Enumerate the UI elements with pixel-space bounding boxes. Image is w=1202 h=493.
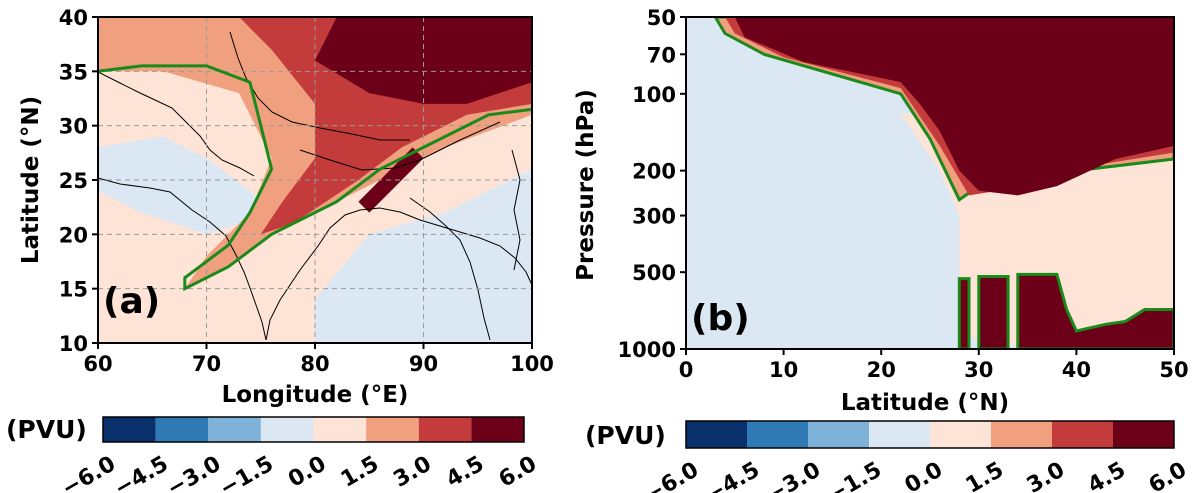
panel-a-x-ticks: 60 70 80 90 100 bbox=[83, 343, 554, 376]
colorbar-tick-label: 6.0 bbox=[495, 452, 541, 493]
contour-column-0 bbox=[957, 277, 971, 349]
y-tick-label: 500 bbox=[632, 261, 676, 285]
y-tick-label: 200 bbox=[632, 160, 676, 184]
y-tick-label: 30 bbox=[59, 115, 88, 139]
panel-a-y-label: Latitude (°N) bbox=[18, 96, 44, 264]
y-tick-label: 70 bbox=[647, 43, 676, 67]
x-tick-label: 40 bbox=[1062, 358, 1091, 382]
panel-a-x-label: Longitude (°E) bbox=[222, 382, 409, 408]
colorbar-swatch bbox=[313, 417, 367, 442]
colorbar-swatch bbox=[418, 417, 472, 442]
contour-column-1 bbox=[977, 275, 1010, 349]
colorbar-swatch bbox=[155, 417, 209, 442]
panel-b-y-ticks: 50 70 100 200 300 500 1000 bbox=[618, 6, 686, 362]
x-tick-label: 90 bbox=[409, 352, 438, 376]
pv-region-6 bbox=[978, 276, 1009, 349]
colorbar-tick-label: −1.5 bbox=[824, 458, 886, 493]
colorbar-tick-label: −4.5 bbox=[702, 458, 764, 493]
colorbar-tick-label: −4.5 bbox=[110, 452, 172, 493]
panel-b-x-label: Latitude (°N) bbox=[841, 390, 1009, 416]
x-tick-label: 30 bbox=[964, 358, 993, 382]
colorbar-tick-label: −1.5 bbox=[216, 452, 278, 493]
colorbar-tick-label: 3.0 bbox=[1023, 458, 1069, 493]
pv-region-5 bbox=[959, 278, 969, 349]
colorbar-frame bbox=[685, 420, 1175, 449]
panel-b-label: (b) bbox=[691, 298, 750, 339]
colorbar-tick-label: 0.0 bbox=[284, 452, 330, 493]
colorbar-tick-label: 3.0 bbox=[389, 452, 435, 493]
y-tick-label: 10 bbox=[59, 332, 88, 356]
y-tick-label: 35 bbox=[59, 60, 88, 84]
colorbar-swatch bbox=[747, 421, 808, 448]
x-tick-label: 10 bbox=[769, 358, 798, 382]
colorbar-b-unit: (PVU) bbox=[585, 421, 666, 450]
colorbar-tick-label: 0.0 bbox=[901, 458, 947, 493]
panel-b-frame bbox=[685, 16, 1175, 350]
x-tick-label: 100 bbox=[510, 352, 554, 376]
colorbar-frame bbox=[102, 416, 525, 443]
y-tick-label: 300 bbox=[632, 205, 676, 229]
x-tick-label: 70 bbox=[192, 352, 221, 376]
colorbar-swatch bbox=[808, 421, 869, 448]
pv-region-4 bbox=[315, 17, 532, 104]
pv-region-0 bbox=[98, 136, 272, 235]
panel-b-x-ticks: 0 10 20 30 40 50 bbox=[679, 349, 1189, 382]
pv-region-1 bbox=[315, 169, 532, 343]
x-tick-label: 0 bbox=[679, 358, 694, 382]
colorbar-swatch bbox=[103, 417, 156, 442]
x-tick-label: 80 bbox=[300, 352, 329, 376]
y-tick-label: 15 bbox=[59, 278, 88, 302]
colorbar-b: (PVU) −6.0−4.5−3.0−1.5 0.0 1.5 3.0 4.5 6.0 bbox=[585, 420, 1191, 493]
pv-region-7 bbox=[1017, 274, 1174, 349]
panel-b: 0 10 20 30 40 50 50 70 100 200 300 500 1000 Latitud… bbox=[573, 6, 1189, 416]
colorbar-tick-label: −6.0 bbox=[641, 458, 703, 493]
colorbar-swatch bbox=[471, 417, 524, 442]
colorbar-swatch bbox=[260, 417, 314, 442]
colorbar-tick-label: 1.5 bbox=[337, 452, 383, 493]
y-tick-label: 20 bbox=[59, 223, 88, 247]
y-tick-label: 100 bbox=[632, 83, 676, 107]
contour-1.5-pvu bbox=[98, 64, 532, 292]
colorbar-tick-label: −6.0 bbox=[58, 452, 120, 493]
pv-region-0 bbox=[686, 17, 979, 349]
x-tick-label: 60 bbox=[83, 352, 112, 376]
colorbar-tick-label: −3.0 bbox=[163, 452, 225, 493]
colorbar-swatch bbox=[366, 417, 419, 442]
y-tick-label: 50 bbox=[647, 6, 676, 30]
colorbar-swatch bbox=[991, 421, 1052, 448]
colorbar-swatch bbox=[869, 421, 930, 448]
colorbar-tick-label: −3.0 bbox=[763, 458, 825, 493]
panel-a: 60 70 80 90 100 10 15 20 25 30 35 40 Longitude (°E… bbox=[18, 6, 554, 408]
x-tick-label: 50 bbox=[1159, 358, 1188, 382]
coastlines bbox=[98, 31, 532, 341]
colorbar-tick-label: 6.0 bbox=[1145, 458, 1191, 493]
panel-a-label: (a) bbox=[103, 281, 160, 322]
colorbar-swatch bbox=[1113, 421, 1174, 448]
colorbar-tick-label: 4.5 bbox=[1084, 458, 1130, 493]
colorbar-swatch bbox=[1052, 421, 1113, 448]
y-tick-label: 40 bbox=[59, 6, 88, 30]
panel-b-fields bbox=[686, 17, 1174, 349]
colorbar-swatch bbox=[930, 421, 991, 448]
colorbar-tick-label: 1.5 bbox=[962, 458, 1008, 493]
y-tick-label: 1000 bbox=[618, 338, 676, 362]
colorbar-tick-label: 4.5 bbox=[442, 452, 488, 493]
panel-b-y-label: Pressure (hPa) bbox=[573, 89, 599, 281]
contour-column-2 bbox=[1016, 272, 1174, 349]
colorbar-a-unit: (PVU) bbox=[6, 415, 87, 444]
x-tick-label: 20 bbox=[867, 358, 896, 382]
colorbar-swatch bbox=[686, 421, 747, 448]
panel-a-y-ticks: 10 15 20 25 30 35 40 bbox=[59, 6, 98, 356]
colorbar-a: (PVU) −6.0−4.5−3.0−1.5 0.0 1.5 3.0 4.5 6.0 bbox=[6, 415, 541, 493]
y-tick-label: 25 bbox=[59, 169, 88, 193]
pv-region-4 bbox=[734, 17, 1174, 196]
colorbar-swatch bbox=[208, 417, 261, 442]
grid bbox=[98, 17, 532, 343]
